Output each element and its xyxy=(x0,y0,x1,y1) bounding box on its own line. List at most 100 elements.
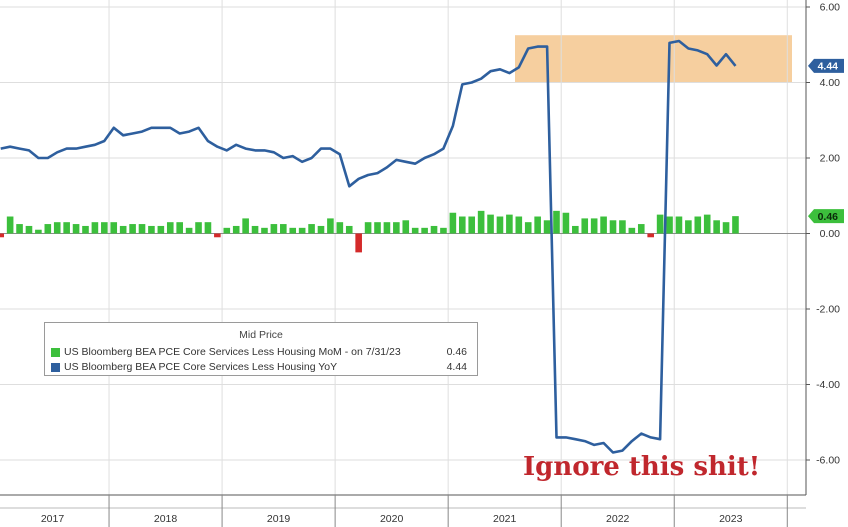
y-tick-label: 6.00 xyxy=(820,2,841,14)
mom-bar xyxy=(713,220,720,234)
mom-bar xyxy=(214,233,221,238)
mom-bar xyxy=(185,227,193,234)
mom-bar xyxy=(298,227,306,234)
y-tick-label: -6.00 xyxy=(816,455,840,467)
mom-bar xyxy=(402,220,410,234)
x-tick-label: 2020 xyxy=(380,513,404,525)
mom-bar xyxy=(289,227,297,234)
mom-bar xyxy=(430,225,438,234)
mom-bar xyxy=(524,222,532,234)
legend-title: Mid Price xyxy=(239,329,283,341)
mom-bar xyxy=(562,212,570,234)
mom-bar xyxy=(600,216,607,234)
mom-bars xyxy=(0,210,739,253)
mom-bar xyxy=(270,224,278,234)
x-tick-label: 2018 xyxy=(154,513,178,525)
y-tick-label: 2.00 xyxy=(820,153,841,165)
mom-bar xyxy=(703,214,711,234)
x-tick-label: 2023 xyxy=(719,513,743,525)
mom-bar xyxy=(656,214,664,234)
mom-bar xyxy=(364,222,372,234)
mom-bar xyxy=(327,218,334,234)
mom-bar xyxy=(53,222,61,234)
mom-bar xyxy=(374,222,381,234)
mom-bar xyxy=(581,218,589,234)
legend-value-mom: 0.46 xyxy=(446,346,467,358)
mom-bar xyxy=(110,222,118,234)
svg-text:0.46: 0.46 xyxy=(818,211,839,223)
mom-bar xyxy=(666,216,673,234)
y-tick-label: 4.00 xyxy=(820,77,841,89)
last-value-labels: 4.44 0.46 xyxy=(808,58,844,224)
mom-bar xyxy=(685,220,692,234)
x-tick-label: 2022 xyxy=(606,513,630,525)
mom-bar xyxy=(609,220,617,234)
mom-bar xyxy=(82,225,89,234)
mom-bar xyxy=(242,218,249,234)
legend-swatch-mom xyxy=(51,347,60,357)
legend-swatch-yoy xyxy=(51,362,60,372)
yoy-series-line xyxy=(0,39,737,454)
y-tick-label: -2.00 xyxy=(816,304,840,316)
mom-bar xyxy=(308,224,315,234)
mom-bar xyxy=(694,216,702,234)
svg-text:4.44: 4.44 xyxy=(818,61,839,73)
mom-bar xyxy=(553,210,560,234)
legend-value-yoy: 4.44 xyxy=(446,361,467,373)
mom-bar xyxy=(176,222,183,234)
mom-bar xyxy=(487,214,494,234)
mom-bar xyxy=(232,225,240,234)
mom-bar xyxy=(393,222,400,234)
mom-bar xyxy=(166,222,174,234)
mom-bar xyxy=(590,218,598,234)
mom-bar xyxy=(647,233,654,238)
mom-bar xyxy=(619,220,626,234)
highlight-band xyxy=(515,35,792,83)
legend-entry-mom: US Bloomberg BEA PCE Core Services Less … xyxy=(51,345,467,359)
mom-bar xyxy=(675,216,683,234)
mom-bar xyxy=(496,216,504,234)
mom-bar xyxy=(336,222,344,234)
mom-bar xyxy=(732,216,739,234)
x-axis: 2017 2018 2019 2020 2021 2022 2023 xyxy=(0,494,806,527)
mom-bar xyxy=(355,233,362,253)
y-axis: 6.00 4.00 2.00 0.00 -2.00 -4.00 -6.00 xyxy=(805,0,841,495)
mom-bar xyxy=(72,224,80,234)
mom-bar xyxy=(637,224,645,234)
last-value-tag-yoy: 4.44 xyxy=(808,58,844,73)
mom-bar xyxy=(440,227,447,234)
legend-entry-yoy: US Bloomberg BEA PCE Core Services Less … xyxy=(51,360,467,374)
mom-bar xyxy=(6,216,14,234)
mom-bar xyxy=(534,216,541,234)
mom-bar xyxy=(317,225,325,234)
mom-bar xyxy=(722,222,730,234)
x-tick-label: 2021 xyxy=(493,513,517,525)
legend-label-mom: US Bloomberg BEA PCE Core Services Less … xyxy=(64,346,401,358)
mom-bar xyxy=(468,216,476,234)
legend: Mid Price US Bloomberg BEA PCE Core Serv… xyxy=(44,322,478,376)
x-tick-label: 2017 xyxy=(41,513,65,525)
mom-bar xyxy=(421,227,428,234)
y-tick-label: 0.00 xyxy=(820,228,841,240)
mom-bar xyxy=(628,227,636,234)
mom-bar xyxy=(477,210,485,234)
mom-bar xyxy=(515,216,523,234)
mom-bar xyxy=(543,220,551,234)
mom-bar xyxy=(157,225,165,234)
mom-bar xyxy=(449,212,457,234)
mom-bar xyxy=(25,225,33,234)
mom-bar xyxy=(119,225,127,234)
mom-bar xyxy=(63,222,70,234)
mom-bar xyxy=(506,214,513,234)
mom-bar xyxy=(411,227,419,234)
mom-bar xyxy=(35,229,42,234)
mom-bar xyxy=(223,227,231,234)
mom-bar xyxy=(0,233,5,238)
mom-bar xyxy=(572,225,579,234)
legend-label-yoy: US Bloomberg BEA PCE Core Services Less … xyxy=(64,361,338,373)
mom-bar xyxy=(383,222,391,234)
mom-bar xyxy=(138,224,146,234)
mom-bar xyxy=(44,224,52,234)
